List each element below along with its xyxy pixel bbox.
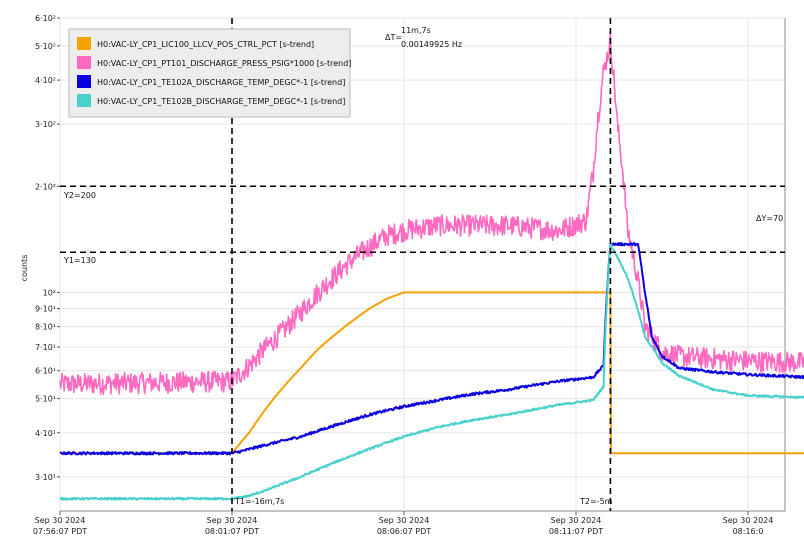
y-tick-label: 3·10² <box>35 120 56 129</box>
t1-cursor-label: T1=-16m,7s <box>234 497 284 506</box>
x-tick-time: 07:56:07 PDT <box>33 527 87 536</box>
legend-entry[interactable]: H0:VAC-LY_CP1_TE102A_DISCHARGE_TEMP_DEGC… <box>97 78 345 87</box>
delta-t-label: ΔT= <box>385 33 402 42</box>
legend-entry[interactable]: H0:VAC-LY_CP1_LIC100_LLCV_POS_CTRL_PCT [… <box>97 40 314 49</box>
y-tick-label: 5·10¹ <box>35 395 56 404</box>
legend-box <box>68 28 351 118</box>
y-tick-label: 4·10² <box>35 76 56 85</box>
y-tick-label: 4·10¹ <box>35 429 56 438</box>
delta-y-label: ΔY=70 <box>756 214 783 223</box>
legend-entry[interactable]: H0:VAC-LY_CP1_TE102B_DISCHARGE_TEMP_DEGC… <box>97 97 345 106</box>
x-tick-date: Sep 30 2024 <box>379 516 430 525</box>
x-tick-date: Sep 30 2024 <box>207 516 258 525</box>
y-tick-label: 2·10² <box>35 182 56 191</box>
series-line <box>59 33 804 396</box>
y-tick-label: 6·10² <box>35 14 56 23</box>
legend-swatch <box>77 75 91 88</box>
y-tick-label: 10² <box>43 288 56 297</box>
x-tick-time: 08:11:07 PDT <box>549 527 603 536</box>
x-tick-date: Sep 30 2024 <box>35 516 86 525</box>
legend: H0:VAC-LY_CP1_LIC100_LLCV_POS_CTRL_PCT [… <box>68 28 351 118</box>
y-tick-label: 6·10¹ <box>35 367 56 376</box>
y1-cursor-label: Y1=130 <box>63 256 96 265</box>
series-line <box>59 243 804 501</box>
y-tick-label: 3·10¹ <box>35 473 56 482</box>
y-tick-label: 5·10² <box>35 42 56 51</box>
y-tick-label: 8·10¹ <box>35 323 56 332</box>
legend-swatch <box>77 37 91 50</box>
x-tick-time: 08:01:07 PDT <box>205 527 259 536</box>
y2-cursor-label: Y2=200 <box>63 191 96 200</box>
delta-t-value: 11m,7s <box>401 26 431 35</box>
y-tick-label: 9·10¹ <box>35 305 56 314</box>
legend-swatch <box>77 56 91 69</box>
x-tick-time: 08:16:0 <box>733 527 764 536</box>
y-axis-label: counts <box>20 255 29 282</box>
y-tick-label: 7·10¹ <box>35 343 56 352</box>
x-tick-date: Sep 30 2024 <box>723 516 774 525</box>
legend-swatch <box>77 94 91 107</box>
x-tick-date: Sep 30 2024 <box>551 516 602 525</box>
legend-entry[interactable]: H0:VAC-LY_CP1_PT101_DISCHARGE_PRESS_PSIG… <box>97 59 351 68</box>
x-tick-time: 08:06:07 PDT <box>377 527 431 536</box>
series-lines <box>59 33 804 501</box>
delta-t-frequency: 0.00149925 Hz <box>401 40 462 49</box>
t2-cursor-label: T2=-5m <box>579 497 613 506</box>
series-line <box>59 242 804 456</box>
axis-ticks: 3·10¹ 4·10¹ 5·10¹ 6·10¹ 7·10¹ 8·10¹ 9·10¹ 10² 2·… <box>33 14 774 536</box>
